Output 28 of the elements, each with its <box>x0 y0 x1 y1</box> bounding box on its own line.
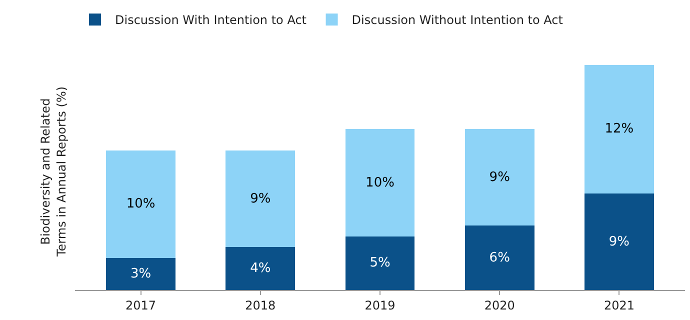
x-tick-label: 2018 <box>245 298 276 312</box>
data-label: 3% <box>130 266 152 282</box>
x-tick-label: 2019 <box>364 298 396 312</box>
data-label: 4% <box>250 261 271 276</box>
bar <box>345 236 415 290</box>
x-tick-label: 2020 <box>484 298 515 312</box>
data-label: 9% <box>608 234 630 250</box>
data-label: 10% <box>126 196 156 212</box>
data-label: 9% <box>250 191 271 206</box>
legend-label: Discussion Without Intention to Act <box>352 13 564 28</box>
legend-label: Discussion With Intention to Act <box>115 13 307 28</box>
x-tick-label: 2017 <box>126 298 156 312</box>
bar <box>464 226 534 290</box>
data-label: 9% <box>489 170 510 185</box>
bar <box>226 247 296 290</box>
bar <box>584 194 654 290</box>
bar <box>584 64 654 194</box>
bar <box>464 129 534 226</box>
x-tick-label: 2021 <box>604 298 634 312</box>
data-label: 6% <box>489 250 510 266</box>
bar <box>106 150 176 258</box>
data-label: 10% <box>366 175 394 190</box>
bar <box>106 258 176 290</box>
bar <box>345 129 415 236</box>
y-axis-title: Biodiversity and Related Terms in Annual Reports (%) <box>38 86 68 258</box>
data-label: 5% <box>370 256 390 271</box>
data-label: 12% <box>604 122 634 137</box>
bar <box>226 150 296 248</box>
